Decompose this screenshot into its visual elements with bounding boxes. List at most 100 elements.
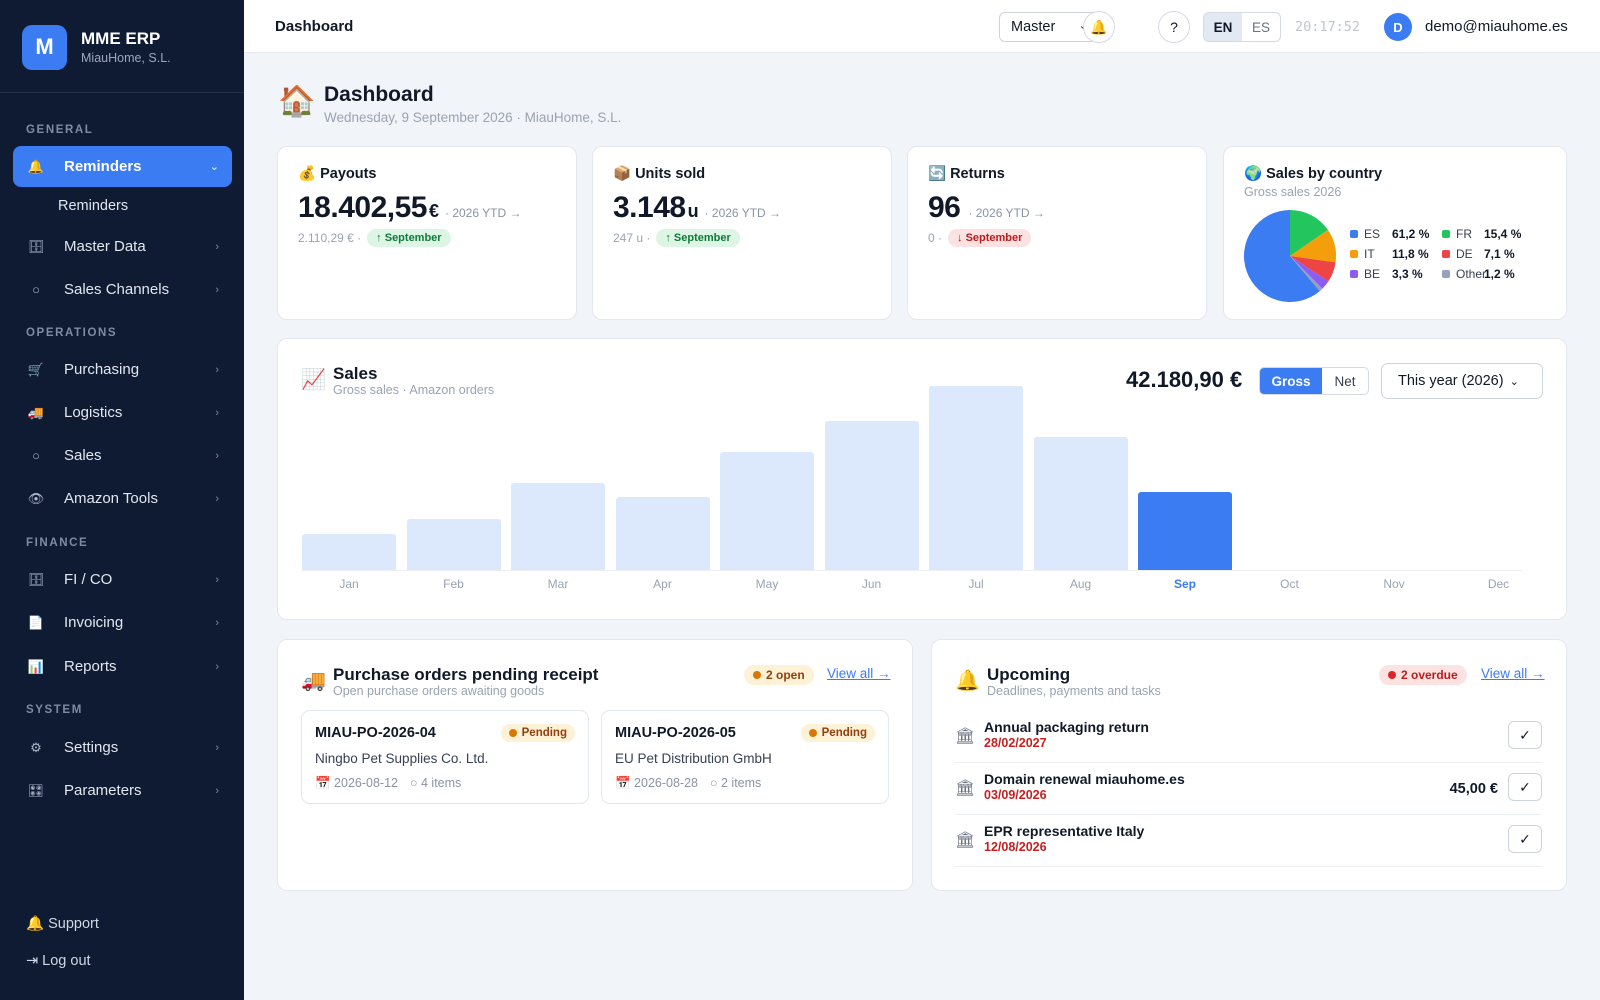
legend-label: BE [1364, 267, 1381, 281]
sidebar-item-label: Master Data [64, 238, 146, 255]
toggle-net-button[interactable]: Net [1334, 373, 1356, 389]
x-tick-label: Jan [339, 577, 359, 591]
complete-button[interactable]: ✓ [1508, 721, 1542, 749]
lang-es-button[interactable]: ES [1251, 19, 1270, 35]
sidebar-subitem-reminders[interactable]: Reminders [58, 198, 129, 214]
avatar[interactable]: D [1384, 13, 1412, 41]
pie-slice-es [1244, 210, 1320, 302]
toggle-gross-button[interactable]: Gross [1260, 368, 1322, 394]
cabinet-icon: 🗄 [27, 571, 45, 587]
country-title: 🌍 Sales by country [1244, 166, 1383, 182]
kpi-ytd-link[interactable]: · 2026 YTD → [704, 206, 782, 220]
upcoming-item[interactable]: 🏛 EPR representative Italy 12/08/2026 ✓ [955, 815, 1542, 867]
upcoming-item-date: 03/09/2026 [984, 788, 1047, 802]
chevron-right-icon: › [215, 363, 219, 376]
po-date: 📅 2026-08-12 [315, 776, 398, 790]
sidebar-item-logistics[interactable]: 🚚 Logistics › [13, 392, 232, 433]
complete-button[interactable]: ✓ [1508, 825, 1542, 853]
nav-section-finance: FINANCE [26, 537, 89, 549]
kpi-label: 💰 Payouts [298, 166, 377, 182]
bank-icon: 🏛 [955, 728, 976, 745]
upcoming-title: Upcoming [987, 665, 1071, 684]
kpi-month-badge: ↑ September [367, 229, 451, 247]
sidebar-item-purchasing[interactable]: 🛒 Purchasing › [13, 349, 232, 390]
sidebar-item-sales-channels[interactable]: ○ Sales Channels › [13, 269, 232, 310]
kpi-card-payouts: 💰 Payouts 18.402,55 € · 2026 YTD → 2.110… [277, 146, 577, 320]
range-select[interactable]: This year (2026) ⌄ [1381, 363, 1543, 399]
bar-apr[interactable] [615, 497, 710, 570]
bar-may[interactable] [720, 451, 814, 570]
legend-value: 1,2 % [1484, 267, 1515, 281]
sales-card: 📈 Sales Gross sales · Amazon orders 42.1… [277, 338, 1567, 620]
pie-slice-fr [1290, 210, 1328, 256]
sidebar-item-parameters[interactable]: 🎛 Parameters › [13, 770, 232, 811]
upcoming-subtitle: Deadlines, payments and tasks [987, 684, 1161, 698]
pie-slice-it [1290, 229, 1336, 263]
bar-aug[interactable] [1033, 437, 1128, 570]
x-tick-label: Mar [547, 577, 569, 591]
bar-jan[interactable] [302, 533, 396, 570]
kpi-unit: u [687, 201, 699, 221]
help-button[interactable]: ? [1158, 11, 1190, 43]
complete-button[interactable]: ✓ [1508, 773, 1542, 801]
po-supplier: EU Pet Distribution GmbH [615, 751, 772, 766]
sidebar-item-label: Parameters [64, 782, 142, 799]
overdue-badge-label: 2 overdue [1401, 668, 1458, 682]
po-number: MIAU-PO-2026-05 [615, 725, 736, 741]
po-item[interactable]: MIAU-PO-2026-04 Pending Ningbo Pet Suppl… [301, 710, 589, 804]
legend-swatch [1350, 270, 1358, 278]
bar-jul[interactable] [929, 386, 1023, 570]
chevron-right-icon: › [215, 492, 219, 505]
status-label: Pending [521, 727, 567, 739]
topbar-title: Dashboard [275, 18, 354, 35]
pie-slice-be [1290, 256, 1329, 289]
brand[interactable]: M MME ERP MiauHome, S.L. [0, 0, 244, 93]
x-tick-label: Apr [653, 577, 672, 591]
kpi-ytd-link[interactable]: · 2026 YTD → [444, 206, 522, 220]
kpi-value: 18.402,55 [298, 191, 427, 224]
kpi-card-returns: 🔄 Returns 96 · 2026 YTD → 0 · ↓ Septembe… [907, 146, 1207, 320]
kpi-label: 🔄 Returns [928, 166, 1005, 182]
user-email[interactable]: demo@miauhome.es [1425, 18, 1568, 35]
sidebar-item-master-data[interactable]: 🗄 Master Data › [13, 226, 232, 267]
sidebar-item-invoicing[interactable]: 📄 Invoicing › [13, 602, 232, 643]
bank-icon: 🏛 [955, 832, 976, 849]
legend-swatch [1442, 270, 1450, 278]
upcoming-item[interactable]: 🏛 Annual packaging return 28/02/2027 ✓ [955, 711, 1542, 763]
bar-sep[interactable] [1138, 491, 1232, 570]
chart-up-icon: 📈 [301, 369, 326, 391]
sidebar-item-label: Invoicing [64, 614, 124, 631]
po-item[interactable]: MIAU-PO-2026-05 Pending EU Pet Distribut… [601, 710, 889, 804]
chevron-right-icon: › [215, 616, 219, 629]
bar-jun[interactable] [824, 420, 919, 570]
upcoming-item-title: EPR representative Italy [984, 823, 1145, 839]
notifications-button[interactable]: 🔔 [1083, 11, 1115, 43]
check-icon: ✓ [1519, 830, 1531, 847]
kpi-month-badge: ↓ September [948, 229, 1032, 247]
country-legend: ES 61,2 % FR 15,4 % IT 11,8 % DE 7,1 % BE 3,3 % Ot… [1350, 227, 1532, 281]
bell-icon: 🔔 [1090, 18, 1108, 35]
kpi-label: 📦 Units sold [613, 166, 706, 182]
logout-link[interactable]: ⇥ Log out [26, 953, 91, 969]
kpi-ytd-link[interactable]: · 2026 YTD → [968, 206, 1045, 220]
sidebar-item-reminders[interactable]: 🔔 Reminders ⌄ [13, 146, 232, 187]
support-link[interactable]: 🔔 Support [26, 916, 99, 932]
kpi-month-value: 2.110,29 € · [298, 231, 362, 245]
page-subtitle: Wednesday, 9 September 2026 · MiauHome, … [324, 110, 622, 125]
sidebar-item-settings[interactable]: ⚙ Settings › [13, 727, 232, 768]
bar-feb[interactable] [406, 519, 501, 570]
sidebar-item-sales[interactable]: ○ Sales › [13, 435, 232, 476]
sidebar-item-fico[interactable]: 🗄 FI / CO › [13, 559, 232, 600]
bar-mar[interactable] [511, 482, 605, 570]
kpi-value: 96 [928, 191, 961, 224]
sidebar-item-label: Amazon Tools [64, 490, 158, 507]
sidebar-item-label: Settings [64, 739, 119, 756]
po-view-all-link[interactable]: View all → [827, 666, 891, 681]
upcoming-view-all-link[interactable]: View all → [1481, 666, 1545, 681]
sidebar-item-reports[interactable]: 📊 Reports › [13, 646, 232, 687]
sidebar-item-amazon-tools[interactable]: 👁 Amazon Tools › [13, 478, 232, 519]
upcoming-item[interactable]: 🏛 Domain renewal miauhome.es 03/09/2026 … [955, 763, 1542, 815]
lang-en-button[interactable]: EN [1204, 13, 1242, 41]
client-select-value: Master [1011, 19, 1056, 35]
legend-swatch [1442, 250, 1450, 258]
